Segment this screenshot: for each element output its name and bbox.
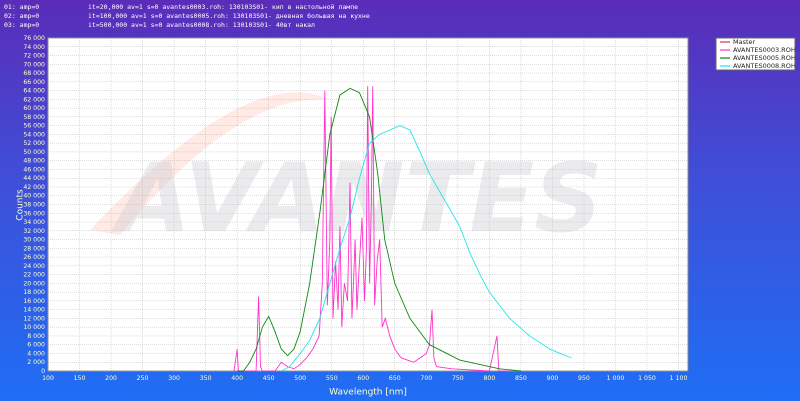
x-tick-label: 450 (263, 375, 275, 382)
x-tick-label: 700 (420, 375, 432, 382)
y-tick-label: 50 000 (23, 149, 45, 156)
x-tick-label: 1 100 (670, 375, 688, 382)
legend-label: Master (733, 38, 756, 46)
header-text: it=100,000 av=1 s=0 avantes0005.roh: 130… (88, 12, 370, 20)
header-text: it=20,000 av=1 s=0 avantes0003.roh: 1301… (88, 3, 358, 11)
x-tick-label: 300 (168, 375, 180, 382)
y-tick-label: 44 000 (23, 175, 45, 182)
y-tick-label: 20 000 (23, 280, 45, 287)
watermark-swoosh (90, 92, 330, 235)
header-prefix: 02: amp=0 (4, 12, 39, 20)
y-tick-label: 24 000 (23, 263, 45, 270)
y-tick-label: 12 000 (23, 315, 45, 322)
x-tick-label: 750 (452, 375, 464, 382)
y-tick-label: 4 000 (27, 350, 45, 357)
y-tick-label: 38 000 (23, 202, 45, 209)
y-tick-label: 28 000 (23, 245, 45, 252)
y-tick-label: 66 000 (23, 79, 45, 86)
series-line (281, 125, 572, 372)
x-tick-label: 350 (200, 375, 212, 382)
y-tick-label: 30 000 (23, 237, 45, 244)
series-line (237, 87, 521, 372)
y-tick-label: 54 000 (23, 131, 45, 138)
x-tick-label: 950 (578, 375, 590, 382)
y-tick-label: 42 000 (23, 184, 45, 191)
y-tick-label: 18 000 (23, 289, 45, 296)
y-tick-label: 58 000 (23, 114, 45, 121)
x-tick-label: 500 (294, 375, 306, 382)
y-tick-label: 62 000 (23, 96, 45, 103)
y-axis-title: Counts (16, 189, 26, 221)
series-line (233, 86, 509, 372)
y-tick-label: 40 000 (23, 193, 45, 200)
header-text: it=500,000 av=1 s=0 avantes0008.roh: 130… (88, 21, 315, 29)
y-tick-label: 34 000 (23, 219, 45, 226)
y-tick-label: 60 000 (23, 105, 45, 112)
y-tick-label: 46 000 (23, 166, 45, 173)
y-tick-label: 36 000 (23, 210, 45, 217)
x-axis-title: Wavelength [nm] (329, 388, 407, 398)
y-tick-label: 74 000 (23, 44, 45, 51)
legend-label: AVANTES0003.ROH (733, 46, 796, 54)
y-tick-label: 64 000 (23, 88, 45, 95)
y-tick-label: 2 000 (27, 359, 45, 366)
x-tick-label: 150 (74, 375, 86, 382)
y-tick-label: 26 000 (23, 254, 45, 261)
y-tick-label: 14 000 (23, 307, 45, 314)
legend-label: AVANTES0005.ROH (733, 54, 796, 62)
y-tick-label: 10 000 (23, 324, 45, 331)
series-lines (233, 86, 572, 372)
watermark: AVANTES (110, 144, 602, 254)
x-tick-label: 100 (42, 375, 54, 382)
legend (715, 37, 796, 71)
x-tick-label: 600 (357, 375, 369, 382)
y-tick-label: 6 000 (27, 342, 45, 349)
x-tick-label: 850 (515, 375, 527, 382)
x-tick-label: 1 000 (607, 375, 625, 382)
y-tick-label: 70 000 (23, 61, 45, 68)
x-tick-label: 250 (137, 375, 149, 382)
y-tick-label: 48 000 (23, 158, 45, 165)
y-tick-label: 0 (41, 368, 45, 375)
y-tick-label: 76 000 (23, 35, 45, 42)
y-tick-label: 68 000 (23, 70, 45, 77)
header-prefix: 01: amp=0 (4, 3, 39, 11)
x-tick-label: 400 (231, 375, 243, 382)
y-tick-label: 52 000 (23, 140, 45, 147)
y-tick-label: 56 000 (23, 123, 45, 130)
x-tick-label: 550 (326, 375, 338, 382)
y-tick-label: 22 000 (23, 272, 45, 279)
y-tick-label: 72 000 (23, 53, 45, 60)
header-prefix: 03: amp=0 (4, 21, 39, 29)
y-tick-label: 16 000 (23, 298, 45, 305)
x-tick-label: 800 (483, 375, 495, 382)
y-tick-label: 8 000 (27, 333, 45, 340)
x-tick-label: 200 (105, 375, 117, 382)
y-tick-label: 32 000 (23, 228, 45, 235)
x-tick-label: 650 (389, 375, 401, 382)
legend-label: AVANTES0008.ROH (733, 62, 796, 70)
x-tick-label: 900 (547, 375, 559, 382)
x-tick-label: 1 050 (638, 375, 656, 382)
